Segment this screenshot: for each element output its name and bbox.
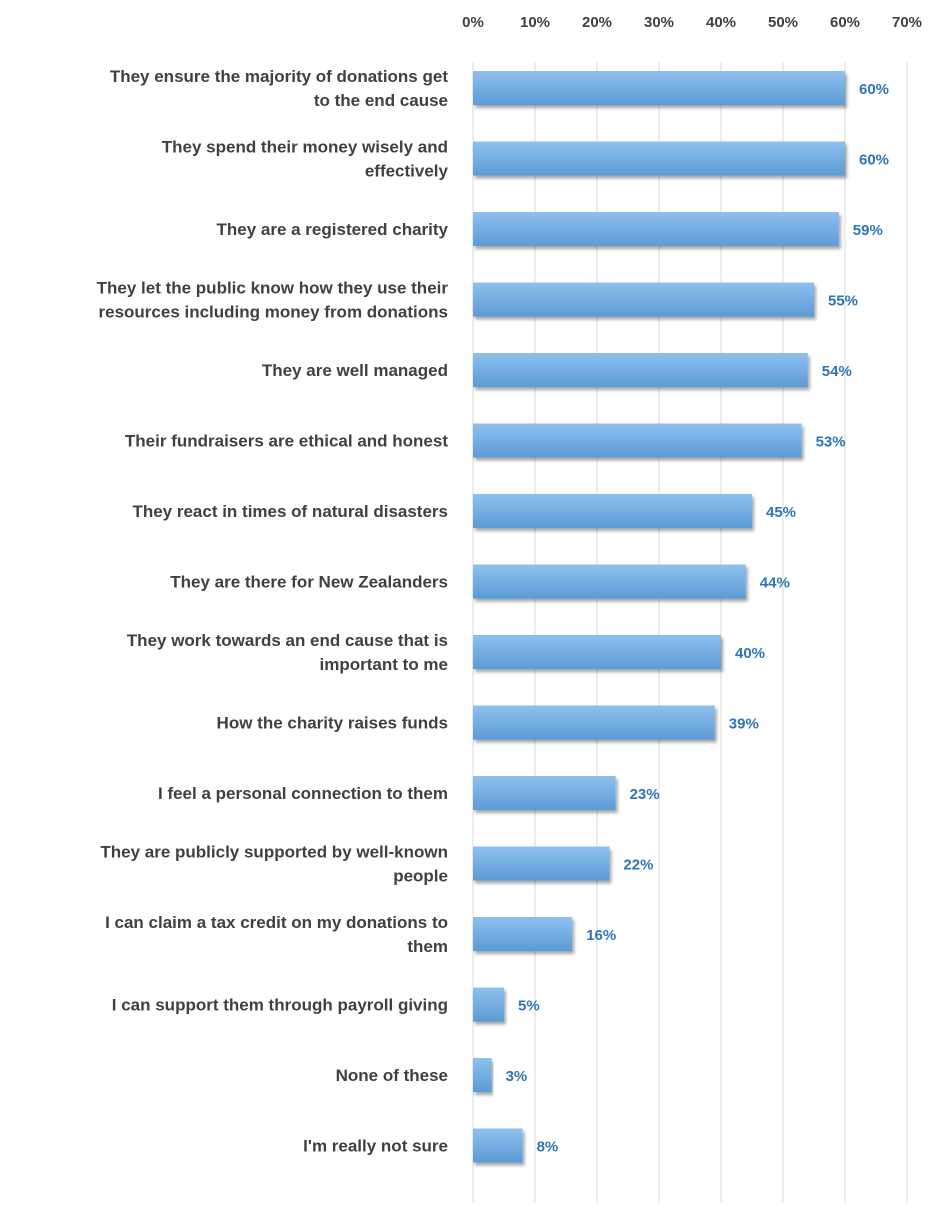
data-label: 53% <box>816 434 846 451</box>
bar <box>473 282 814 317</box>
category-label: I'm really not sure <box>303 1137 448 1156</box>
data-label: 23% <box>630 786 660 803</box>
category-label: Their fundraisers are ethical and honest <box>125 432 448 451</box>
data-label: 5% <box>518 998 540 1015</box>
category-label: I can support them through payroll givin… <box>112 996 448 1015</box>
category-label: They work towards an end cause that is im… <box>127 631 448 674</box>
x-tick-label: 20% <box>582 14 612 31</box>
bar <box>473 212 839 246</box>
data-label: 54% <box>822 363 852 380</box>
bar <box>473 494 752 528</box>
bar <box>473 917 573 951</box>
gridlines <box>472 62 908 1203</box>
bar <box>473 635 721 669</box>
category-label: They are well managed <box>262 361 448 380</box>
x-tick-label: 60% <box>830 14 860 31</box>
bar <box>473 423 802 458</box>
data-label: 3% <box>506 1068 528 1085</box>
bar <box>473 776 616 810</box>
category-label: They are publicly supported by well-know… <box>100 843 448 886</box>
bar <box>473 705 715 740</box>
data-label: 55% <box>828 293 858 310</box>
x-tick-label: 70% <box>892 14 922 31</box>
data-label: 60% <box>859 81 889 98</box>
category-label: They react in times of natural disasters <box>132 502 448 521</box>
value-labels: 60% 60% 59% 55% 54% 53% 45% 44% 40% 39% 23% 22% 16% 5… <box>506 81 889 1156</box>
x-axis-ticks: 0% 10% 20% 30% 40% 50% 60% 70% <box>462 14 922 31</box>
x-tick-label: 50% <box>768 14 798 31</box>
data-label: 45% <box>766 504 796 521</box>
bar <box>473 987 504 1022</box>
data-label: 44% <box>760 575 790 592</box>
data-label: 60% <box>859 152 889 169</box>
x-tick-label: 30% <box>644 14 674 31</box>
data-label: 8% <box>537 1139 559 1156</box>
bar <box>473 353 808 387</box>
bar <box>473 846 610 881</box>
bar <box>473 1128 523 1163</box>
data-label: 16% <box>586 927 616 944</box>
data-label: 59% <box>853 222 883 239</box>
bars <box>473 71 845 1163</box>
category-label: They spend their money wisely and effecti… <box>162 138 449 181</box>
bar <box>473 1058 492 1092</box>
data-label: 22% <box>623 857 653 874</box>
category-label: I feel a personal connection to them <box>158 784 448 803</box>
category-labels: They ensure the majority of donations ge… <box>97 67 449 1156</box>
category-label: They ensure the majority of donations ge… <box>110 67 448 110</box>
category-label: I can claim a tax credit on my donations… <box>105 913 448 956</box>
x-tick-label: 0% <box>462 14 484 31</box>
category-label: They are a registered charity <box>216 220 448 239</box>
bar <box>473 141 845 176</box>
data-label: 40% <box>735 645 765 662</box>
bar <box>473 564 746 599</box>
x-tick-label: 40% <box>706 14 736 31</box>
category-label: They let the public know how they use th… <box>97 279 449 322</box>
bar <box>473 71 845 105</box>
data-label: 39% <box>729 716 759 733</box>
category-label: How the charity raises funds <box>217 714 448 733</box>
category-label: They are there for New Zealanders <box>170 573 448 592</box>
x-tick-label: 10% <box>520 14 550 31</box>
category-label: None of these <box>336 1066 448 1085</box>
